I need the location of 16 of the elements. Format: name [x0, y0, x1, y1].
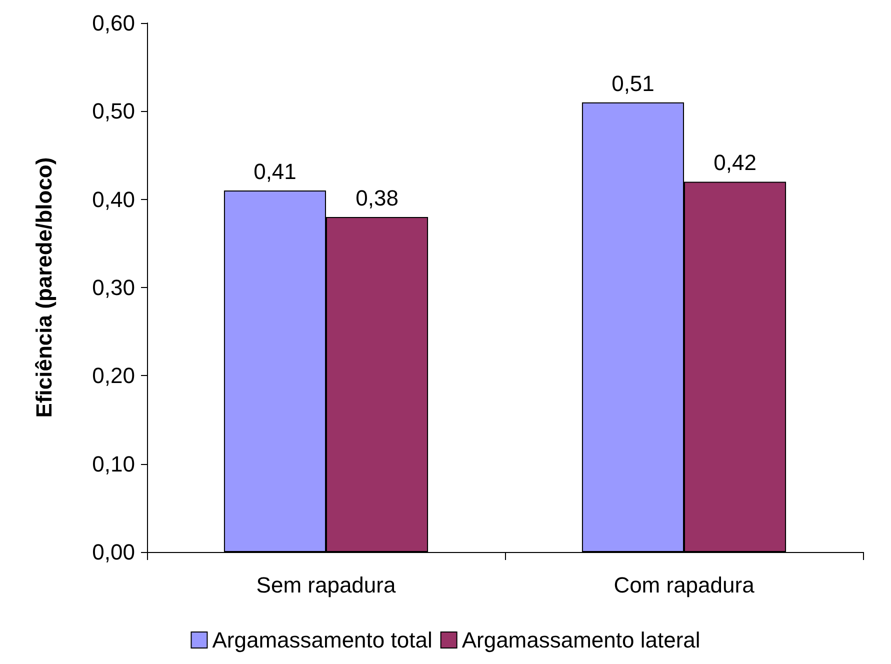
x-tick-label: Sem rapadura — [256, 572, 396, 598]
y-tick-label: 0,00 — [92, 540, 135, 564]
data-label: 0,38 — [356, 185, 398, 210]
y-tick-label: 0,20 — [92, 363, 135, 388]
legend-label: Argamassamento lateral — [462, 628, 700, 652]
y-axis-title: Eficiência (parede/bloco) — [32, 157, 56, 418]
legend-label: Argamassamento total — [212, 628, 432, 652]
x-tick-label: Com rapadura — [614, 572, 756, 598]
data-label: 0,51 — [612, 70, 654, 96]
y-tick-label: 0,40 — [92, 186, 135, 212]
data-label: 0,42 — [714, 150, 756, 176]
y-tick-label: 0,60 — [92, 10, 135, 36]
y-tick-label: 0,10 — [92, 451, 135, 476]
data-label: 0,41 — [254, 159, 296, 184]
y-tick-label: 0,50 — [92, 98, 135, 124]
y-tick-label: 0,30 — [92, 275, 135, 300]
